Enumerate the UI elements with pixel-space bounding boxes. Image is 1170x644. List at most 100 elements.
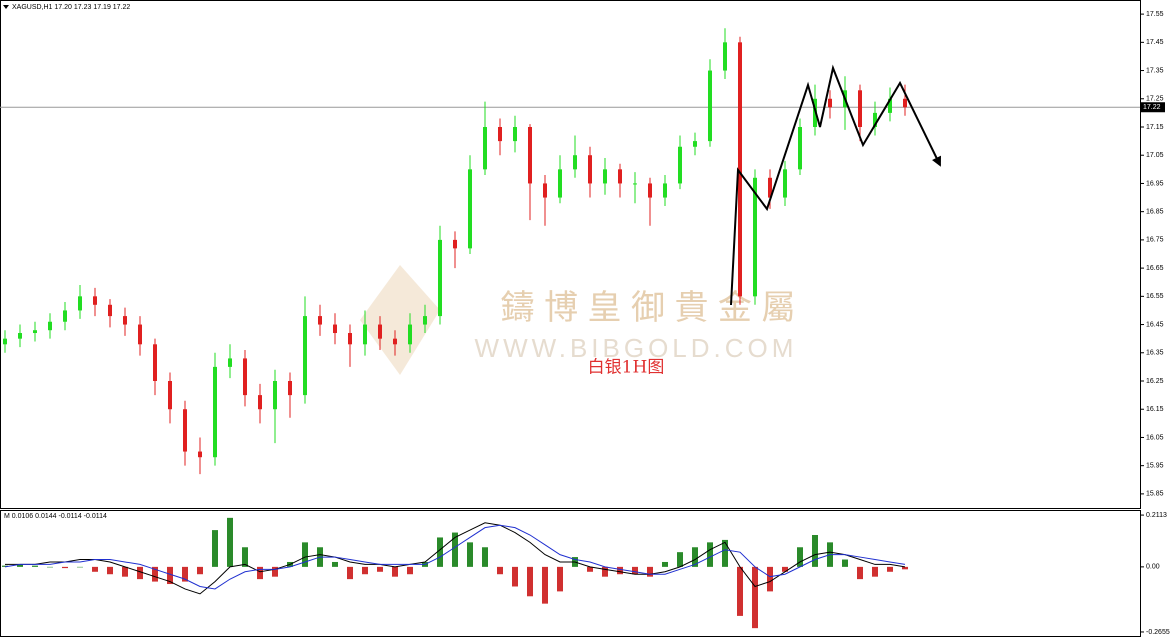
candle-body — [543, 183, 547, 198]
histogram-bar — [632, 566, 638, 575]
histogram-bar — [122, 566, 128, 577]
candle-body — [588, 155, 592, 184]
candle-body — [273, 381, 277, 410]
candle-body — [138, 324, 142, 345]
candle-body — [783, 169, 787, 198]
histogram-bar — [257, 566, 263, 580]
candle-body — [378, 324, 382, 339]
y-tick-label: 16.95 — [1146, 180, 1164, 187]
histogram-bar — [107, 566, 113, 575]
candle-body — [708, 70, 712, 142]
y-tick-label: 16.75 — [1146, 237, 1164, 244]
histogram-bar — [527, 566, 533, 597]
indicator-title: M 0.0106 0.0144 -0.0114 -0.0114 — [4, 513, 107, 520]
candle-body — [438, 239, 442, 317]
y-tick-label: 16.65 — [1146, 265, 1164, 272]
y-tick-label: 0.00 — [1146, 564, 1160, 571]
candle-body — [633, 183, 637, 185]
candle-body — [663, 183, 667, 198]
watermark-title: 鑄 博 皇 御 貴 金 屬 — [501, 289, 796, 327]
candle-body — [903, 98, 907, 108]
indicator-line — [4, 524, 906, 590]
y-tick-label: 17.05 — [1146, 152, 1164, 159]
candle-body — [858, 90, 862, 127]
y-tick-label: 16.05 — [1146, 434, 1164, 441]
histogram-bar — [197, 566, 203, 575]
candle-body — [288, 381, 292, 396]
histogram-bar — [692, 547, 698, 567]
histogram-bar — [152, 566, 158, 582]
candle-body — [33, 330, 37, 334]
y-tick-label: 16.25 — [1146, 378, 1164, 385]
histogram-bar — [182, 566, 188, 582]
main-pane — [0, 0, 1141, 509]
histogram-bar — [587, 566, 593, 572]
y-tick-label: 16.35 — [1146, 350, 1164, 357]
y-tick-label: 17.45 — [1146, 39, 1164, 46]
histogram-bar — [782, 566, 788, 572]
histogram-bar — [557, 566, 563, 592]
current-price-label: 17.22 — [1143, 104, 1161, 111]
candle-body — [243, 358, 247, 396]
candle-body — [303, 316, 307, 396]
candle-body — [558, 169, 562, 198]
histogram-bar — [647, 566, 653, 577]
histogram-bar — [302, 542, 308, 567]
candle-body — [693, 141, 697, 147]
candle-body — [768, 177, 772, 198]
watermark-logo — [360, 265, 440, 375]
watermark-url: WWW.BIBGOLD.COM — [475, 333, 798, 363]
candle-body — [63, 310, 67, 322]
candle-body — [573, 155, 577, 170]
histogram-bar — [722, 539, 728, 567]
forecast-path — [730, 64, 941, 306]
candle-body — [198, 451, 202, 458]
candle-body — [753, 177, 757, 297]
histogram-bar — [677, 552, 683, 567]
histogram-bar — [32, 565, 38, 567]
histogram-bar — [17, 564, 23, 567]
candle-body — [228, 358, 232, 367]
histogram-bar — [242, 547, 248, 567]
candle-body — [513, 127, 517, 142]
histogram-bar — [362, 566, 368, 575]
y-tick-label: 17.35 — [1146, 67, 1164, 74]
histogram-bar — [272, 566, 278, 577]
histogram-bar — [92, 566, 98, 572]
candle-body — [18, 333, 22, 339]
candle-body — [393, 338, 397, 345]
histogram-bar — [602, 566, 608, 577]
histogram-bar — [467, 542, 473, 567]
histogram-bar — [167, 566, 173, 585]
candle-body — [528, 127, 532, 184]
candle-body — [648, 183, 652, 198]
histogram-bar — [452, 532, 458, 567]
histogram-bar — [902, 566, 908, 570]
candle-body — [3, 338, 7, 345]
histogram-bar — [47, 566, 53, 568]
candle-body — [408, 324, 412, 345]
y-tick-label: 0.2113 — [1146, 512, 1167, 519]
histogram-bar — [707, 542, 713, 567]
candle-body — [453, 239, 457, 249]
candle-body — [333, 324, 337, 334]
candle-body — [498, 127, 502, 142]
histogram-bar — [887, 566, 893, 572]
candle-body — [468, 169, 472, 249]
candle-body — [603, 169, 607, 184]
indicator-pane — [0, 510, 1141, 637]
histogram-bar — [497, 566, 503, 575]
histogram-bar — [347, 566, 353, 580]
candle-body — [483, 127, 487, 170]
histogram-bar — [512, 566, 518, 587]
y-tick-label: 16.45 — [1146, 321, 1164, 328]
histogram-bar — [332, 561, 338, 567]
candle-body — [153, 344, 157, 381]
histogram-bar — [227, 517, 233, 567]
candle-body — [318, 316, 322, 325]
candle-body — [258, 395, 262, 410]
candle-body — [213, 366, 217, 458]
y-tick-label: 15.95 — [1146, 463, 1164, 470]
histogram-bar — [377, 566, 383, 572]
candle-body — [168, 381, 172, 410]
